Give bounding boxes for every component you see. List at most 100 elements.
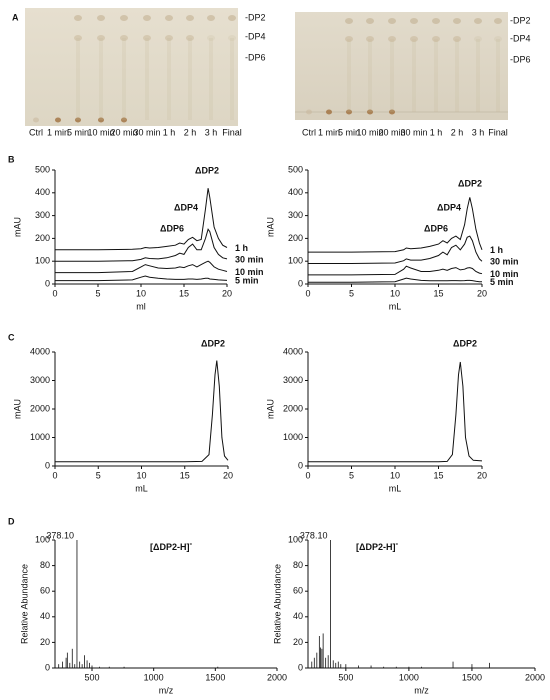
tlc-spot <box>97 35 105 41</box>
tlc-spot <box>366 36 374 42</box>
tlc-streak <box>209 38 213 120</box>
y-tick-label: 400 <box>288 187 303 197</box>
tlc-spot <box>453 36 461 42</box>
lane-label: 20 min <box>378 127 405 137</box>
trace-label: 10 min <box>235 267 264 277</box>
y-tick-label: 20 <box>293 637 303 647</box>
chromatogram-line <box>55 260 228 274</box>
chromatogram-line <box>308 265 483 276</box>
tlc-spot <box>494 18 502 24</box>
tlc-spot <box>207 15 215 21</box>
lane-label: Ctrl <box>302 127 316 137</box>
x-tick-label: 0 <box>305 288 310 298</box>
x-tick-label: 1000 <box>399 672 419 682</box>
tlc-spot <box>165 35 173 41</box>
y-tick-label: 0 <box>298 460 303 470</box>
y-tick-label: 100 <box>288 256 303 266</box>
ion-charge: - <box>395 539 398 548</box>
tlc-spot <box>75 117 81 123</box>
tlc-plate <box>295 12 508 120</box>
trace-label: 5 min <box>235 276 259 286</box>
tlc-spot <box>228 35 236 41</box>
tlc-spot <box>366 18 374 24</box>
lane-label: 2 h <box>184 127 197 137</box>
y-tick-label: 20 <box>40 637 50 647</box>
lane-label: 5 min <box>67 127 89 137</box>
x-tick-label: 2000 <box>267 672 287 682</box>
tlc-spot <box>410 36 418 42</box>
peak-label: ΔDP2 <box>195 165 219 175</box>
y-tick-label: 2000 <box>30 403 50 413</box>
lane-label: 3 h <box>205 127 218 137</box>
y-tick-label: 200 <box>35 233 50 243</box>
ion-name: [ΔDP2-H] <box>150 542 189 552</box>
y-tick-label: 40 <box>293 611 303 621</box>
x-tick-label: 0 <box>52 470 57 480</box>
tlc-marker: -DP6 <box>510 54 531 64</box>
peak-label: ΔDP2 <box>458 178 482 188</box>
x-tick-label: 5 <box>95 288 100 298</box>
x-axis-label: mL <box>135 483 148 493</box>
y-tick-label: 2000 <box>283 403 303 413</box>
y-tick-label: 3000 <box>30 375 50 385</box>
y-tick-label: 500 <box>288 164 303 174</box>
tlc-spot <box>186 35 194 41</box>
lane-label: 2 h <box>451 127 464 137</box>
tlc-marker: -DP4 <box>245 31 266 41</box>
y-tick-label: 60 <box>293 586 303 596</box>
y-tick-label: 500 <box>35 164 50 174</box>
tlc-streak <box>455 39 459 112</box>
y-tick-label: 100 <box>35 534 50 544</box>
x-tick-label: 10 <box>136 470 146 480</box>
ion-charge: - <box>189 539 192 548</box>
chromatogram-line <box>308 361 483 463</box>
peak-label: ΔDP2 <box>201 338 225 348</box>
trace-label: 10 min <box>490 269 519 279</box>
tlc-streak <box>122 38 126 120</box>
tlc-streak <box>412 39 416 112</box>
y-tick-label: 0 <box>45 460 50 470</box>
peak-mz-label: 378.10 <box>46 530 74 540</box>
tlc-spot <box>388 18 396 24</box>
trace-label: 1 h <box>235 243 248 253</box>
x-tick-label: 500 <box>84 672 99 682</box>
peak-label: ΔDP2 <box>453 338 477 348</box>
trace-label: 30 min <box>490 257 519 267</box>
y-tick-label: 1000 <box>283 432 303 442</box>
lane-label: Final <box>222 127 242 137</box>
peak-label: ΔDP4 <box>437 202 461 212</box>
x-tick-label: 15 <box>180 470 190 480</box>
ion-name: [ΔDP2-H] <box>356 542 395 552</box>
lane-label: 30 min <box>133 127 160 137</box>
tlc-plate <box>25 8 238 126</box>
tlc-streak <box>390 39 394 112</box>
x-tick-label: 5 <box>96 470 101 480</box>
tlc-spot <box>345 18 353 24</box>
tlc-spot <box>33 117 39 123</box>
y-tick-label: 1000 <box>30 432 50 442</box>
lane-label: Ctrl <box>29 127 43 137</box>
x-tick-label: 10 <box>390 288 400 298</box>
y-tick-label: 4000 <box>283 346 303 356</box>
chromatogram-line <box>55 228 228 262</box>
lane-label: 5 min <box>338 127 360 137</box>
lane-label: 1 min <box>47 127 69 137</box>
tlc-spot <box>207 35 215 41</box>
lane-label: 20 min <box>110 127 137 137</box>
tlc-streak <box>76 38 80 120</box>
tlc-streak <box>496 39 500 112</box>
tlc-spot <box>74 35 82 41</box>
x-tick-label: 20 <box>477 470 487 480</box>
tlc-spot <box>494 36 502 42</box>
x-tick-label: 5 <box>349 470 354 480</box>
tlc-spot <box>474 18 482 24</box>
y-tick-label: 400 <box>35 187 50 197</box>
panel-letter: D <box>8 516 15 526</box>
lane-label: 30 min <box>400 127 427 137</box>
x-axis-label: m/z <box>414 685 429 695</box>
tlc-spot <box>326 109 332 115</box>
tlc-streak <box>188 38 192 120</box>
peak-mz-label: 378.10 <box>300 530 328 540</box>
lane-label: 1 h <box>163 127 176 137</box>
